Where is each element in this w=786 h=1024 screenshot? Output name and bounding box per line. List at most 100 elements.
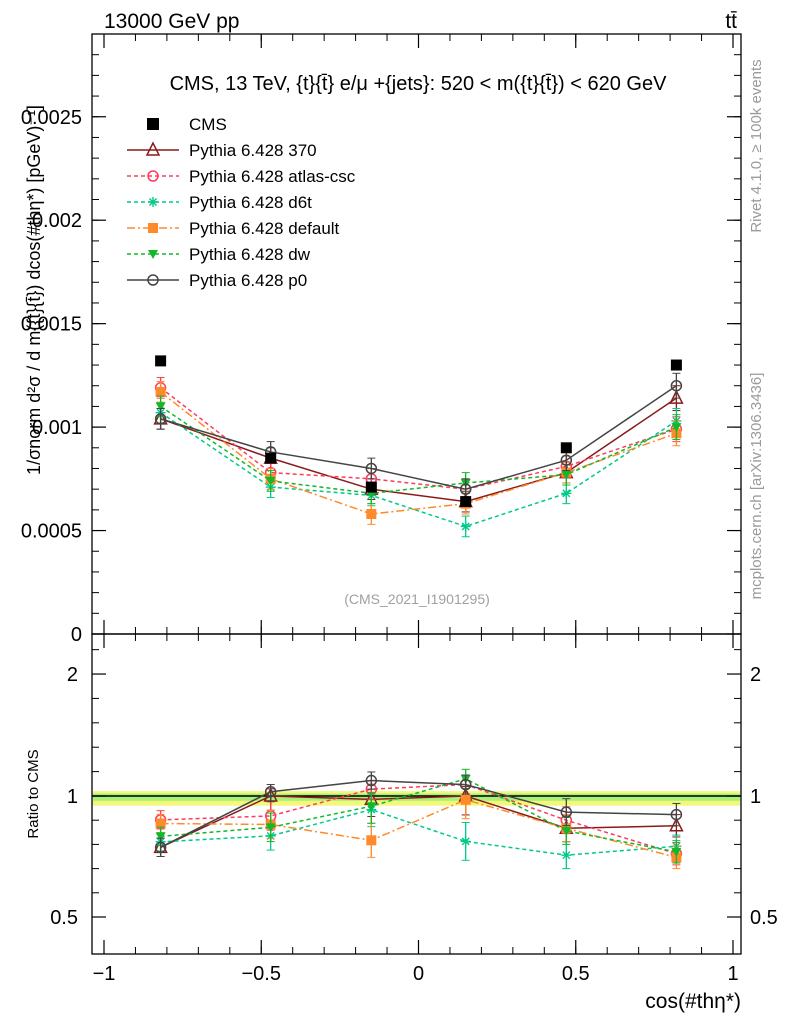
legend-entry-pythia-6-428-default: Pythia 6.428 default [127, 219, 340, 238]
ratio-tick-label-left: 0.5 [50, 907, 78, 929]
analysis-tag: (CMS_2021_I1901295) [344, 591, 490, 607]
series-pythia-6-428-d6t [155, 401, 682, 538]
y-axis-label: 1/σnorm d²σ / d m({t}{t̄}) dcos(#thη*) [… [24, 105, 44, 475]
series-line [160, 411, 677, 528]
legend-label: Pythia 6.428 d6t [189, 193, 312, 212]
legend-label: Pythia 6.428 370 [189, 141, 317, 160]
ratio-point [365, 774, 378, 787]
data-point [265, 452, 277, 464]
ratio-point [264, 785, 277, 798]
chart-title: CMS, 13 TeV, {t}{t̄} e/μ +{jets}: 520 < … [170, 73, 668, 95]
legend-label: Pythia 6.428 p0 [189, 271, 307, 290]
data-point [561, 470, 572, 480]
data-point [671, 423, 682, 433]
ratio-series-line [160, 778, 677, 853]
ratio-point [155, 832, 166, 842]
series-line [160, 387, 677, 490]
legend-entry-pythia-6-428-p0: Pythia 6.428 p0 [127, 271, 307, 290]
data-point [670, 359, 682, 371]
legend-marker [148, 223, 158, 233]
data-point [560, 454, 573, 466]
data-point [366, 509, 377, 519]
ratio-point [671, 847, 682, 857]
ratio-tick-label-left: 1 [67, 786, 78, 808]
series-pythia-6-428-p0 [154, 372, 683, 501]
data-point [561, 488, 572, 499]
ratio-point [460, 794, 471, 805]
ratio-point [366, 802, 377, 812]
legend-marker [148, 197, 158, 207]
legend-label: Pythia 6.428 atlas-csc [189, 167, 356, 186]
ratio-series [153, 768, 684, 870]
legend-marker [145, 141, 161, 156]
data-point [365, 462, 378, 475]
ratio-point [561, 850, 572, 861]
energy-label: 13000 GeV pp [104, 10, 239, 33]
y-tick-label: 0 [71, 624, 82, 646]
data-point [560, 442, 572, 454]
legend-entry-pythia-6-428-d6t: Pythia 6.428 d6t [127, 193, 312, 212]
y-tick-label: 0.001 [32, 417, 82, 439]
x-tick-label: −1 [93, 963, 116, 985]
legend: CMS Pythia 6.428 370 Pythia 6.428 atlas-cs… [127, 115, 356, 290]
legend-marker [147, 170, 159, 182]
y-tick-label: 0.0005 [21, 521, 82, 543]
legend-label: CMS [189, 115, 227, 134]
ratio-tick-label-left: 2 [67, 664, 78, 686]
series-line [160, 397, 677, 503]
ratio-tick-label-right: 1 [750, 786, 761, 808]
legend-entry-cms: CMS [147, 115, 227, 134]
ratio-tick-label-right: 2 [750, 664, 761, 686]
x-tick-label: 1 [727, 963, 738, 985]
process-label: tt̄ [725, 10, 737, 33]
ratio-point [560, 806, 573, 818]
data-point [460, 496, 472, 508]
data-point [155, 355, 167, 367]
ratio-point [669, 817, 684, 832]
legend-marker [147, 118, 159, 130]
ratio-series-line [160, 808, 677, 856]
series-pythia-6-428-dw [155, 395, 682, 505]
x-axis-label: cos(#thη*) [645, 990, 741, 1013]
ratio-point [154, 841, 167, 854]
ratio-series-line [160, 783, 677, 855]
data-point [459, 483, 472, 495]
series-pythia-6-428-atlas-csc [154, 376, 683, 501]
x-tick-label: −0.5 [242, 963, 281, 985]
ratio-point [366, 835, 377, 846]
ratio-series-line [160, 779, 677, 849]
ratio-point [459, 778, 472, 791]
ratio-point [561, 826, 572, 836]
y-tick-label: 0.002 [32, 210, 82, 232]
series-pythia-6-428-default [155, 381, 682, 525]
ratio-point [670, 808, 683, 821]
data-point [669, 389, 684, 404]
legend-label: Pythia 6.428 dw [189, 245, 311, 264]
legend-marker [147, 274, 159, 286]
ratio-series-line [160, 795, 677, 849]
legend-marker [148, 250, 158, 259]
data-point [460, 521, 471, 532]
data-point [154, 413, 167, 425]
y-tick-label: 0.0015 [21, 314, 82, 336]
ratio-axis-label: Ratio to CMS [25, 749, 42, 838]
x-tick-label: 0.5 [562, 963, 590, 985]
data-point [670, 379, 683, 392]
ratio-point [265, 823, 276, 833]
ratio-tick-label-right: 0.5 [750, 907, 778, 929]
legend-entry-pythia-6-428-dw: Pythia 6.428 dw [127, 245, 311, 264]
legend-entry-pythia-6-428-370: Pythia 6.428 370 [127, 141, 317, 160]
main-series [153, 355, 684, 538]
ratio-series-pythia-6-428-dw [155, 768, 682, 864]
data-point [155, 386, 166, 397]
ratio-series-pythia-6-428-p0 [154, 771, 683, 857]
rivet-label: Rivet 4.1.0, ≥ 100k events [748, 59, 765, 232]
legend-entry-pythia-6-428-atlas-csc: Pythia 6.428 atlas-csc [127, 167, 356, 186]
x-tick-label: 0 [413, 963, 424, 985]
data-point [365, 481, 377, 493]
series-line [160, 385, 677, 490]
legend-label: Pythia 6.428 default [189, 219, 340, 238]
y-tick-label: 0.0025 [21, 107, 82, 129]
ratio-plot-frame [91, 633, 742, 955]
